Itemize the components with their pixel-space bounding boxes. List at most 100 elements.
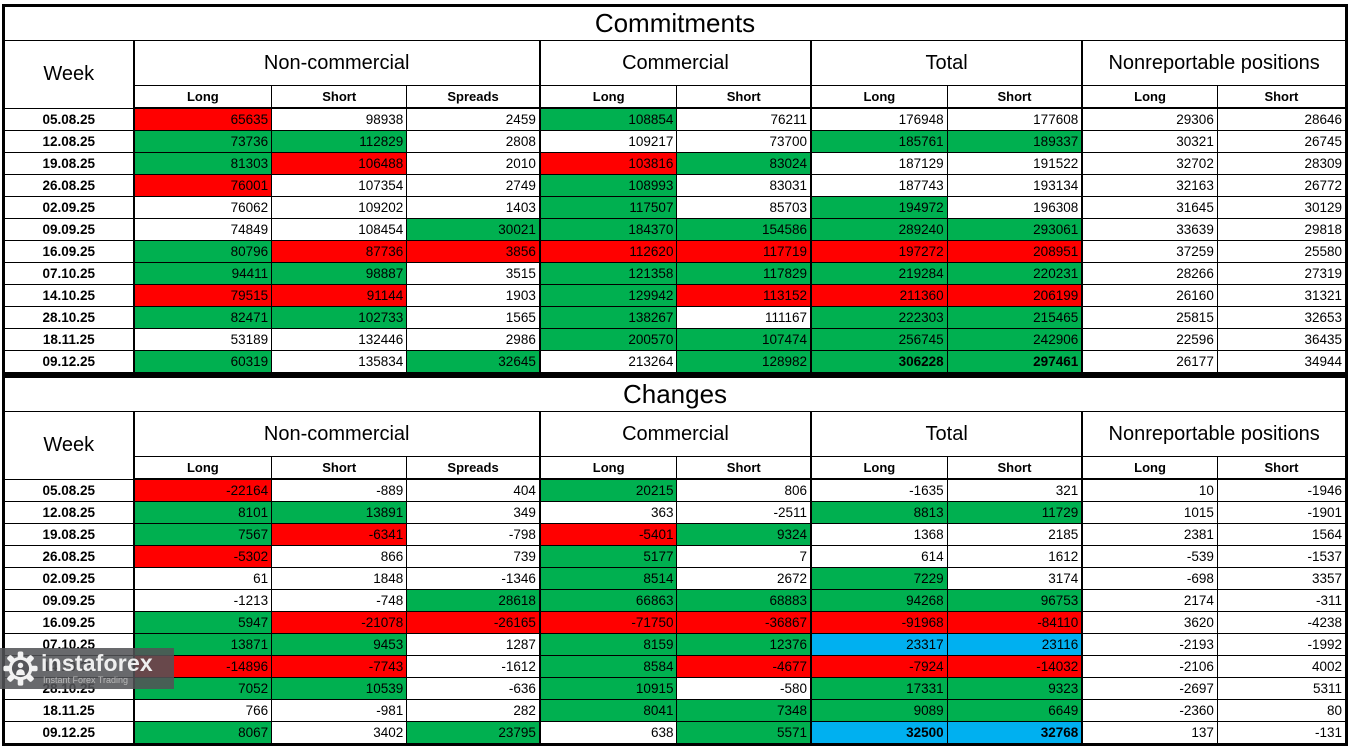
value-cell: 108854 [538,107,678,131]
value-cell: 73736 [132,130,273,153]
value-cell: 135834 [271,350,408,374]
value-cell: 3515 [406,262,541,285]
value-cell: 109202 [271,196,408,219]
table-row: 26.08.25 -5302 866 739 5177 7 614 1612 -539 -1537 [2,545,1348,568]
value-cell: 9324 [676,523,812,546]
table-row: 12.08.25 8101 13891 349 363 -2511 8813 11729 101… [2,501,1348,524]
value-cell: 197272 [810,240,948,263]
table-row: 28.10.25 82471 102733 1565 138267 111167 22230… [2,306,1348,329]
value-cell: 256745 [810,328,948,351]
value-cell: 79515 [132,284,273,307]
value-cell: 85703 [676,196,812,219]
value-cell: -311 [1216,589,1348,612]
value-cell: 185761 [810,130,948,153]
table-row: 07.10.25 94411 98887 3515 121358 117829 219284… [2,262,1348,285]
value-cell: 766 [132,699,273,722]
value-cell: 107354 [271,174,408,197]
value-cell: 297461 [946,350,1083,374]
title-row: Changes [3,376,1347,412]
week-cell: 16.09.25 [2,240,135,263]
value-cell: 282 [406,699,541,722]
subheader-nc-spreads: Spreads [406,85,541,109]
value-cell: 219284 [810,262,948,285]
value-cell: 7229 [810,567,948,590]
group-header-total: Total [810,411,1083,457]
changes-table: Changes Week Non-commercial Commercial T… [2,375,1348,746]
value-cell: 638 [538,721,678,745]
value-cell: 98938 [271,107,408,131]
week-cell: 19.08.25 [2,523,135,546]
value-cell: 1015 [1081,501,1218,524]
table-row: 16.09.25 5947 -21078 -26165 -71750 -36867 -919… [2,611,1348,634]
subheader-row: Long Short Spreads Long Short Long Short… [4,456,1348,480]
week-column-header: Week [2,40,135,109]
subheader-row: Long Short Spreads Long Short Long Short… [4,85,1348,109]
table-row: 05.08.25 65635 98938 2459 108854 76211 176948 1… [2,107,1348,131]
value-cell: -1901 [1216,501,1348,524]
value-cell: 8584 [538,655,678,678]
value-cell: 200570 [538,328,678,351]
value-cell: -6341 [271,523,408,546]
value-cell: 32653 [1216,306,1348,329]
value-cell: 8101 [132,501,273,524]
value-cell: 211360 [810,284,948,307]
value-cell: 5177 [538,545,678,568]
value-cell: -539 [1081,545,1218,568]
value-cell: -131 [1216,721,1348,745]
value-cell: -36867 [676,611,812,634]
week-cell: 26.08.25 [2,174,135,197]
value-cell: 2174 [1081,589,1218,612]
value-cell: -22164 [132,478,273,502]
value-cell: 3856 [406,240,541,263]
value-cell: -7743 [271,655,408,678]
value-cell: 8514 [538,567,678,590]
value-cell: 26772 [1216,174,1348,197]
value-cell: 7 [676,545,812,568]
value-cell: -14032 [946,655,1083,678]
table-row: 19.08.25 7567 -6341 -798 -5401 9324 1368 2185 23… [2,523,1348,546]
subheader-c-short: Short [676,85,812,109]
value-cell: 32702 [1081,152,1218,175]
value-cell: 30321 [1081,130,1218,153]
value-cell: 113152 [676,284,812,307]
value-cell: -2511 [676,501,812,524]
value-cell: -981 [271,699,408,722]
value-cell: 117719 [676,240,812,263]
value-cell: 23317 [810,633,948,656]
value-cell: 614 [810,545,948,568]
value-cell: 289240 [810,218,948,241]
week-cell: 07.10.25 [2,262,135,285]
value-cell: 23116 [946,633,1083,656]
value-cell: -7924 [810,655,948,678]
week-cell: 28.10.25 [2,306,135,329]
value-cell: 76062 [132,196,273,219]
group-header-commercial: Commercial [538,411,812,457]
commitments-table: Commitments Week Non-commercial Commerci… [2,4,1348,375]
value-cell: -1946 [1216,478,1348,502]
value-cell: 68883 [676,589,812,612]
value-cell: 76211 [676,107,812,131]
value-cell: 220231 [946,262,1083,285]
value-cell: 32163 [1081,174,1218,197]
value-cell: 191522 [946,152,1083,175]
value-cell: 83024 [676,152,812,175]
value-cell: -84110 [946,611,1083,634]
value-cell: 222303 [810,306,948,329]
table-row: 14.10.25-14896-7743-16128584-4677-7924-1… [2,655,1348,678]
value-cell: 23795 [406,721,541,745]
subheader-nc-short: Short [271,85,408,109]
value-cell: 26160 [1081,284,1218,307]
value-cell: 176948 [810,107,948,131]
value-cell: 196308 [946,196,1083,219]
value-cell: -2106 [1081,655,1218,678]
value-cell: 53189 [132,328,273,351]
week-cell: 16.09.25 [2,611,135,634]
group-header-row: Week Non-commercial Commercial Total Non… [2,40,1348,109]
watermark-brand: instaforex [41,650,153,676]
value-cell: 1565 [406,306,541,329]
value-cell: 184370 [538,218,678,241]
value-cell: 28266 [1081,262,1218,285]
value-cell: 1848 [271,567,408,590]
value-cell: 28646 [1216,107,1348,131]
value-cell: 138267 [538,306,678,329]
